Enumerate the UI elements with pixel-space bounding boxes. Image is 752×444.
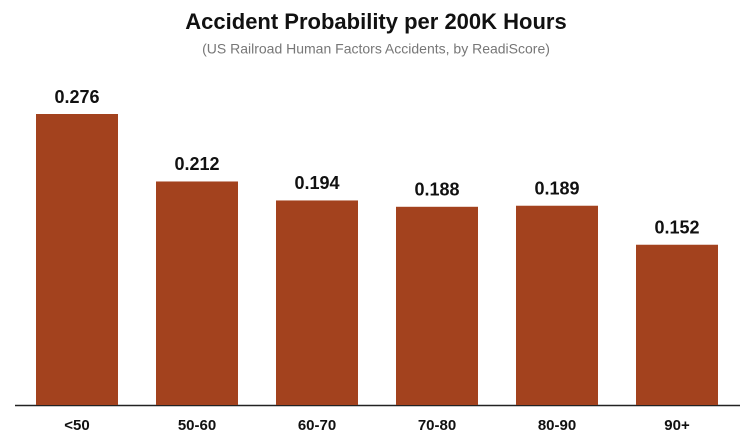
value-label: 0.194 [294, 173, 339, 193]
bar [156, 181, 238, 405]
value-label: 0.152 [654, 217, 699, 237]
x-tick-label: 90+ [664, 417, 690, 434]
x-tick-label: 70-80 [418, 417, 456, 434]
bar [36, 114, 118, 405]
value-label: 0.276 [54, 87, 99, 107]
value-label: 0.189 [534, 178, 579, 198]
chart-subtitle: (US Railroad Human Factors Accidents, by… [202, 41, 550, 57]
bar [516, 205, 598, 405]
bar [276, 200, 358, 405]
bar [636, 244, 718, 405]
chart-title: Accident Probability per 200K Hours [185, 9, 566, 34]
value-label: 0.212 [174, 154, 219, 174]
x-tick-label: <50 [64, 417, 89, 434]
x-tick-label: 60-70 [298, 417, 336, 434]
x-tick-label: 80-90 [538, 417, 576, 434]
x-tick-label: 50-60 [178, 417, 216, 434]
bar [396, 206, 478, 405]
value-label: 0.188 [414, 180, 459, 200]
